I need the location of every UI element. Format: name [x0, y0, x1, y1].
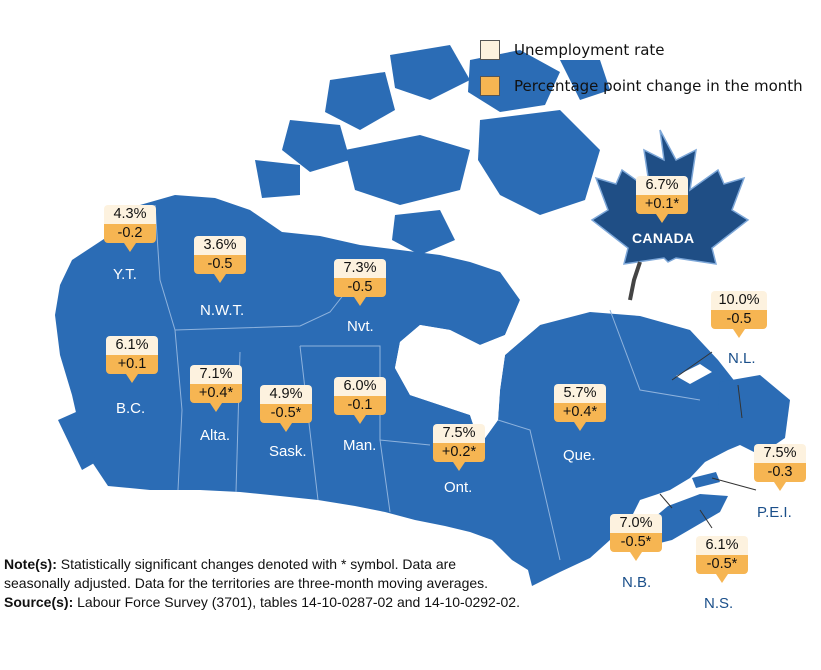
region-label-ns: N.S. — [704, 595, 734, 612]
callout-rate: 7.0% — [610, 514, 662, 533]
callout-yt: 4.3% -0.2 — [104, 205, 156, 252]
nova-scotia-shape — [642, 494, 728, 546]
region-label-nb: N.B. — [622, 574, 652, 591]
callout-change: -0.2 — [104, 224, 156, 243]
legend: Unemployment rate Percentage point chang… — [480, 32, 803, 104]
callout-sask: 4.9% -0.5* — [260, 385, 312, 432]
callout-change: -0.5* — [610, 533, 662, 552]
callout-rate: 6.7% — [636, 176, 688, 195]
callout-pointer — [354, 297, 366, 306]
callout-rate: 4.3% — [104, 205, 156, 224]
pei-shape — [692, 472, 720, 488]
callout-rate: 7.3% — [334, 259, 386, 278]
legend-swatch-rate — [480, 40, 500, 60]
callout-pointer — [214, 274, 226, 283]
region-label-nl: N.L. — [728, 350, 756, 367]
region-label-yt: Y.T. — [113, 266, 137, 283]
callout-change: +0.1 — [106, 355, 158, 374]
callout-man: 6.0% -0.1 — [334, 377, 386, 424]
callout-rate: 6.0% — [334, 377, 386, 396]
callout-pointer — [574, 422, 586, 431]
callout-change: -0.3 — [754, 463, 806, 482]
vancouver-island — [58, 412, 96, 470]
labrador-water — [676, 364, 712, 384]
region-label-sask: Sask. — [269, 443, 307, 460]
hudson-bay — [395, 300, 540, 445]
callout-pointer — [124, 243, 136, 252]
source-heading: Source(s): — [4, 594, 74, 610]
callout-rate: 5.7% — [554, 384, 606, 403]
callout-nl: 10.0% -0.5 — [711, 291, 767, 338]
callout-pointer — [774, 482, 786, 491]
callout-change: +0.4* — [190, 384, 242, 403]
callout-pointer — [210, 403, 222, 412]
arctic-islands — [255, 45, 610, 255]
callout-pointer — [733, 329, 745, 338]
region-label-alta: Alta. — [200, 427, 231, 444]
callout-alta: 7.1% +0.4* — [190, 365, 242, 412]
callout-nvt: 7.3% -0.5 — [334, 259, 386, 306]
region-label-ont: Ont. — [444, 479, 473, 496]
callout-pei: 7.5% -0.3 — [754, 444, 806, 491]
note-line: Note(s): Statistically significant chang… — [4, 555, 524, 593]
callout-rate: 6.1% — [696, 536, 748, 555]
callout-change: -0.5* — [260, 404, 312, 423]
callout-pointer — [716, 574, 728, 583]
region-label-pei: P.E.I. — [757, 504, 792, 521]
callout-canada: 6.7% +0.1* — [636, 176, 688, 223]
callout-pointer — [280, 423, 292, 432]
callout-rate: 7.1% — [190, 365, 242, 384]
callout-change: -0.1 — [334, 396, 386, 415]
notes-block: Note(s): Statistically significant chang… — [4, 555, 524, 612]
newfoundland-island — [718, 375, 790, 455]
region-label-que: Que. — [563, 447, 596, 464]
callout-change: -0.5 — [194, 255, 246, 274]
callout-ont: 7.5% +0.2* — [433, 424, 485, 471]
callout-change: +0.1* — [636, 195, 688, 214]
callout-bc: 6.1% +0.1 — [106, 336, 158, 383]
callout-ns: 6.1% -0.5* — [696, 536, 748, 583]
callout-rate: 4.9% — [260, 385, 312, 404]
callout-rate: 7.5% — [433, 424, 485, 443]
legend-label-rate: Unemployment rate — [514, 41, 665, 59]
canada-label: CANADA — [632, 230, 695, 246]
legend-row-rate: Unemployment rate — [480, 32, 803, 68]
source-line: Source(s): Labour Force Survey (3701), t… — [4, 593, 524, 612]
region-label-man: Man. — [343, 437, 377, 454]
callout-pointer — [656, 214, 668, 223]
callout-change: -0.5* — [696, 555, 748, 574]
callout-rate: 7.5% — [754, 444, 806, 463]
callout-change: -0.5 — [334, 278, 386, 297]
callout-pointer — [630, 552, 642, 561]
region-label-bc: B.C. — [116, 400, 146, 417]
callout-pointer — [126, 374, 138, 383]
callout-nwt: 3.6% -0.5 — [194, 236, 246, 283]
callout-rate: 3.6% — [194, 236, 246, 255]
legend-row-change: Percentage point change in the month — [480, 68, 803, 104]
maple-leaf-stem — [628, 261, 642, 301]
region-label-nvt: Nvt. — [347, 318, 374, 335]
callout-que: 5.7% +0.4* — [554, 384, 606, 431]
region-label-nwt: N.W.T. — [200, 302, 245, 319]
note-heading: Note(s): — [4, 556, 57, 572]
callout-pointer — [453, 462, 465, 471]
callout-change: +0.4* — [554, 403, 606, 422]
note-text: Statistically significant changes denote… — [4, 556, 489, 591]
legend-swatch-change — [480, 76, 500, 96]
callout-nb: 7.0% -0.5* — [610, 514, 662, 561]
callout-rate: 10.0% — [711, 291, 767, 310]
callout-pointer — [354, 415, 366, 424]
leader-lines — [659, 351, 757, 529]
callout-change: +0.2* — [433, 443, 485, 462]
callout-rate: 6.1% — [106, 336, 158, 355]
legend-label-change: Percentage point change in the month — [514, 77, 803, 95]
callout-change: -0.5 — [711, 310, 767, 329]
source-text: Labour Force Survey (3701), tables 14-10… — [77, 594, 520, 610]
